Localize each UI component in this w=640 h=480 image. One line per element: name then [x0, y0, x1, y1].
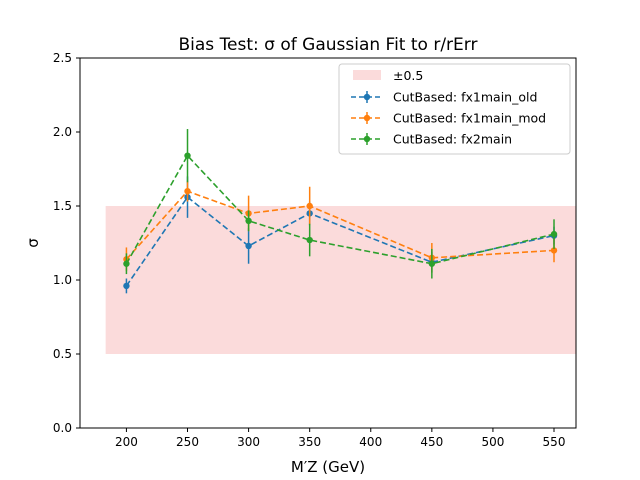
data-point	[245, 217, 252, 224]
legend-swatch-marker	[363, 93, 371, 101]
x-axis: 200 250 300 350 400 450 500 550	[115, 428, 565, 449]
legend-label: ±0.5	[393, 68, 423, 83]
legend-label: CutBased: fx2main	[393, 132, 512, 147]
band-layer	[105, 206, 576, 354]
legend-box	[338, 63, 571, 155]
series	[123, 129, 558, 279]
data-point	[245, 242, 252, 250]
series-line	[125, 190, 555, 260]
x-tick-label: 200	[115, 435, 138, 449]
x-tick-label: 400	[359, 435, 382, 449]
data-point	[306, 202, 313, 210]
y-axis: 0.0 0.5 1.0 1.5 2.0 2.5	[53, 51, 80, 435]
x-axis-label: M′Z (GeV)	[291, 458, 365, 476]
x-tick-label: 300	[237, 435, 260, 449]
x-tick-label: 350	[298, 435, 321, 449]
data-point	[306, 236, 313, 244]
y-axis-label: σ	[24, 238, 42, 248]
data-point	[184, 188, 191, 195]
x-tick-label: 450	[420, 435, 443, 449]
chart-title: Bias Test: σ of Gaussian Fit to r/rErr	[179, 35, 478, 55]
legend-swatch-marker	[363, 135, 371, 143]
x-tick-label: 250	[176, 435, 199, 449]
y-tick-label: 2.0	[53, 125, 72, 139]
y-tick-label: 1.0	[53, 273, 72, 287]
y-tick-label: 0.0	[53, 421, 72, 435]
legend-label: CutBased: fx1main_old	[393, 90, 537, 105]
series-line	[125, 154, 555, 265]
legend-swatch-marker	[363, 114, 371, 122]
data-point	[184, 152, 191, 159]
data-point	[123, 260, 130, 267]
data-point	[550, 247, 558, 254]
series-layer	[123, 129, 558, 294]
x-tick-label: 500	[481, 435, 504, 449]
band-area	[105, 206, 576, 354]
data-point	[428, 260, 436, 267]
legend-swatch-band	[353, 70, 381, 80]
y-tick-label: 2.5	[53, 51, 72, 65]
x-tick-label: 550	[543, 435, 566, 449]
y-tick-label: 1.5	[53, 199, 72, 213]
legend: ±0.5 CutBased: fx1main_old CutBased: fx1ma…	[338, 63, 571, 155]
legend-label: CutBased: fx1main_mod	[393, 111, 546, 126]
data-point	[550, 230, 558, 238]
data-point	[123, 282, 130, 290]
plot-frame	[79, 57, 577, 429]
y-tick-label: 0.5	[53, 347, 72, 361]
